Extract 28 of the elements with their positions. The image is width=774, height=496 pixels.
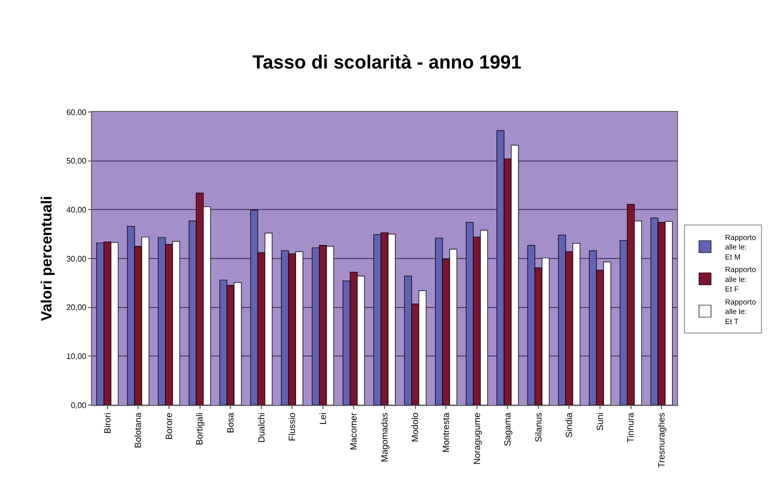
x-tick-label: Lei	[318, 412, 328, 425]
y-tick-label: 30,00	[66, 254, 87, 264]
y-tick-label: 0,00	[70, 400, 87, 410]
y-tick-label: 50,00	[66, 156, 87, 166]
x-tick-label: Noragugume	[472, 412, 482, 465]
x-tick-label: Modolo	[410, 412, 420, 442]
x-tick-label: Tresnuraghes	[656, 412, 667, 468]
x-tick-label: Birori	[102, 412, 112, 434]
x-tick-label: Macomer	[348, 412, 359, 450]
y-tick-label: 40,00	[66, 205, 87, 214]
x-tick-label: Flussio	[287, 412, 298, 442]
x-tick-label: Silanus	[533, 412, 544, 442]
y-tick-label: 20,00	[66, 303, 87, 312]
x-tick-label: Magomadas	[379, 412, 390, 462]
x-tick-label: Borore	[164, 412, 174, 440]
x-tick-label: Suni	[594, 412, 605, 431]
chart-title: Tasso di scolarità - anno 1991	[252, 52, 522, 74]
y-tick-label: 10,00	[66, 352, 87, 361]
x-tick-label: Montresta	[441, 412, 452, 453]
x-tick-label: Tinnura	[626, 412, 636, 443]
y-axis-title: Valori percentuali	[38, 196, 56, 322]
y-tick-label: 60,00	[66, 108, 87, 117]
x-tick-label: Sindia	[564, 412, 574, 438]
x-tick-label: Bolotana	[133, 412, 144, 448]
x-tick-label: Bortigali	[194, 412, 205, 446]
x-tick-label: Bosa	[225, 412, 236, 434]
x-tick-label: Dualchi	[256, 412, 266, 443]
x-tick-label: Sagama	[502, 412, 513, 446]
